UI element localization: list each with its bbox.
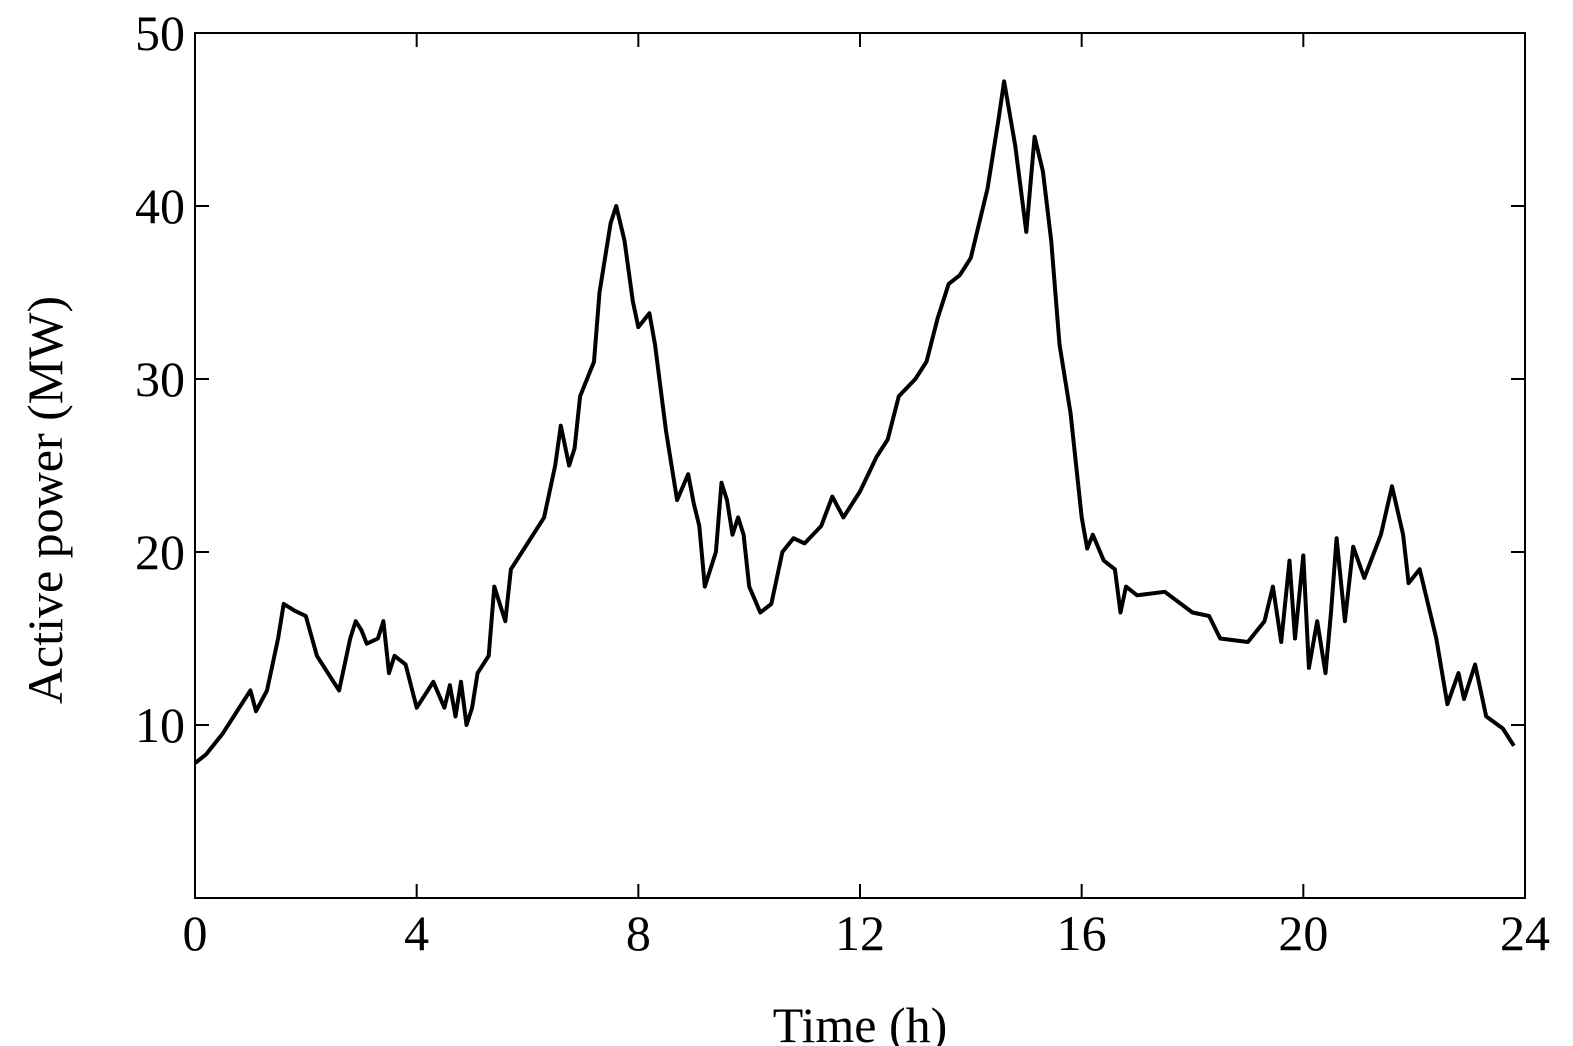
y-tick-label: 20	[135, 524, 185, 580]
x-tick-label: 20	[1278, 905, 1328, 961]
y-tick-label: 50	[135, 5, 185, 61]
y-tick-label: 10	[135, 697, 185, 753]
x-axis-label: Time (h)	[773, 997, 948, 1046]
x-tick-label: 16	[1057, 905, 1107, 961]
x-tick-label: 0	[183, 905, 208, 961]
x-tick-label: 24	[1500, 905, 1550, 961]
y-axis-label: Active power (MW)	[17, 296, 73, 704]
x-tick-label: 4	[404, 905, 429, 961]
x-tick-label: 8	[626, 905, 651, 961]
y-tick-label: 30	[135, 351, 185, 407]
y-tick-label: 40	[135, 178, 185, 234]
x-tick-label: 12	[835, 905, 885, 961]
line	[193, 79, 1516, 765]
plot-frame	[194, 32, 1526, 899]
